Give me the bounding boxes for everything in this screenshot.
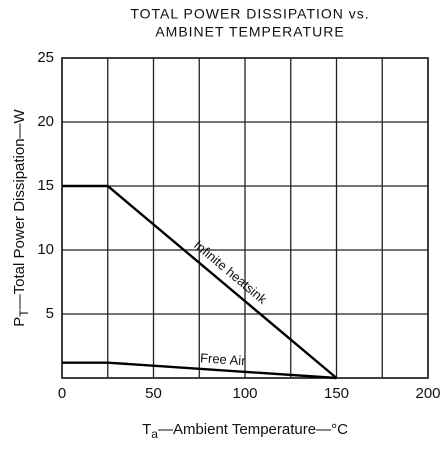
- x-axis-symbol: T: [142, 421, 151, 438]
- chart-title: TOTAL POWER DISSIPATION vs.: [130, 6, 369, 22]
- series-line: [62, 184, 338, 379]
- series-label: Free Air: [200, 350, 247, 368]
- y-tick-label: 15: [37, 177, 54, 194]
- y-axis-text: —Total Power Dissipation—W: [11, 108, 28, 309]
- y-axis-symbol: P: [11, 317, 28, 327]
- series-label: Infinite heatsink: [191, 237, 270, 307]
- y-tick-label: 10: [37, 241, 54, 258]
- x-axis-text: —Ambient Temperature—°C: [158, 421, 348, 438]
- x-tick-label: 100: [232, 385, 257, 402]
- y-tick-label: 5: [46, 305, 54, 322]
- x-tick-label: 200: [415, 385, 440, 402]
- y-axis-subscript: T: [17, 309, 31, 317]
- x-tick-label: 50: [145, 385, 162, 402]
- series-line: [62, 361, 337, 380]
- y-axis-label: PT—Total Power Dissipation—W: [11, 108, 31, 326]
- chart-title: AMBINET TEMPERATURE: [155, 24, 344, 40]
- x-tick-label: 0: [58, 385, 66, 402]
- x-axis-subscript: a: [151, 427, 158, 441]
- x-tick-label: 150: [324, 385, 349, 402]
- y-tick-label: 20: [37, 113, 54, 130]
- y-tick-label: 25: [37, 49, 54, 66]
- x-axis-label: Ta—Ambient Temperature—°C: [142, 421, 348, 441]
